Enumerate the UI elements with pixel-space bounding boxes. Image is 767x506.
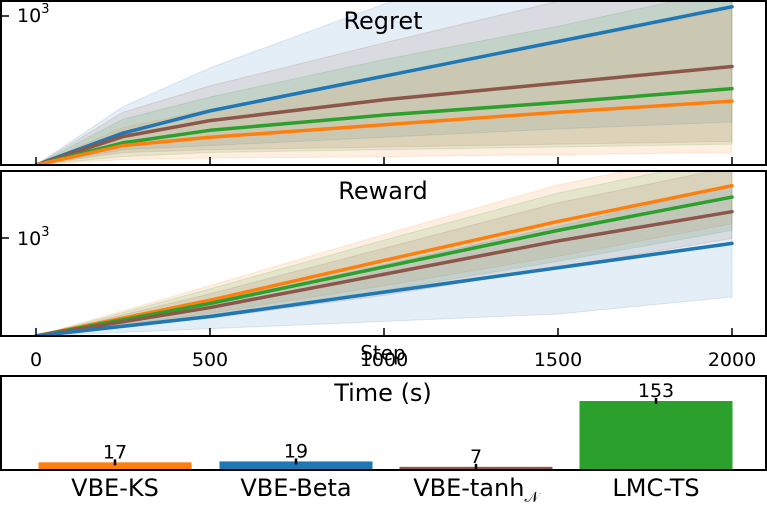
time-category-3: LMC-TS [612, 474, 699, 502]
time-value-label-3: 153 [638, 380, 674, 402]
time-value-labels: 17 19 7 153 [103, 380, 674, 468]
time-category-1: VBE-Beta [240, 474, 351, 502]
time-value-label-1: 19 [284, 440, 308, 462]
time-category-0: VBE-KS [71, 474, 159, 502]
x-axis-label: Step [360, 341, 406, 365]
time-title: Time (s) [333, 379, 432, 407]
reward-xtick-label-4: 2000 [708, 349, 756, 371]
reward-xtick-label-1: 500 [192, 349, 228, 371]
time-value-label-2: 7 [470, 446, 482, 468]
time-bars [38, 398, 733, 470]
regret-line-0 [34, 5, 734, 165]
reward-ytick-label: 103 [17, 225, 49, 250]
time-bar-3 [579, 401, 733, 470]
time-bar-1 [219, 461, 373, 470]
reward-line-1 [34, 195, 734, 336]
regret-band-3 [35, 8, 733, 165]
regret-line-2 [34, 86, 734, 165]
reward-lines [34, 183, 734, 336]
regret-line-3 [34, 99, 734, 165]
reward-panel: 103 Reward 0 500 1000 1500 2000 Step [0, 170, 767, 371]
regret-lines [34, 5, 734, 165]
time-value-label-0: 17 [103, 441, 127, 463]
reward-xticks [35, 328, 733, 336]
reward-line-3 [34, 241, 734, 336]
regret-line-1 [34, 64, 734, 165]
time-frame [0, 375, 767, 471]
reward-bands [35, 171, 733, 336]
reward-xtick-label-2: 1000 [360, 349, 408, 371]
regret-ytick-label: 103 [17, 2, 49, 27]
reward-band-2 [35, 171, 733, 336]
regret-title: Regret [343, 7, 422, 35]
regret-panel: 103 Regret [0, 0, 767, 166]
reward-xtick-label-3: 1500 [534, 349, 582, 371]
reward-xtick-labels: 0 500 1000 1500 2000 [30, 349, 756, 371]
time-bar-0 [38, 462, 192, 470]
reward-title: Reward [338, 177, 427, 205]
reward-line-2 [34, 209, 734, 336]
time-panel: Time (s) 17 19 7 153 VBE-KS VBE-Beta VBE-tanh… [0, 375, 767, 506]
time-category-2: VBE-tanh𝒩 [413, 474, 541, 506]
reward-xtick-label-0: 0 [30, 349, 42, 371]
reward-band-3 [35, 185, 733, 336]
time-category-labels: VBE-KS VBE-Beta VBE-tanh𝒩 LMC-TS [71, 474, 699, 506]
reward-line-0 [34, 183, 734, 336]
regret-xticks [35, 157, 733, 165]
